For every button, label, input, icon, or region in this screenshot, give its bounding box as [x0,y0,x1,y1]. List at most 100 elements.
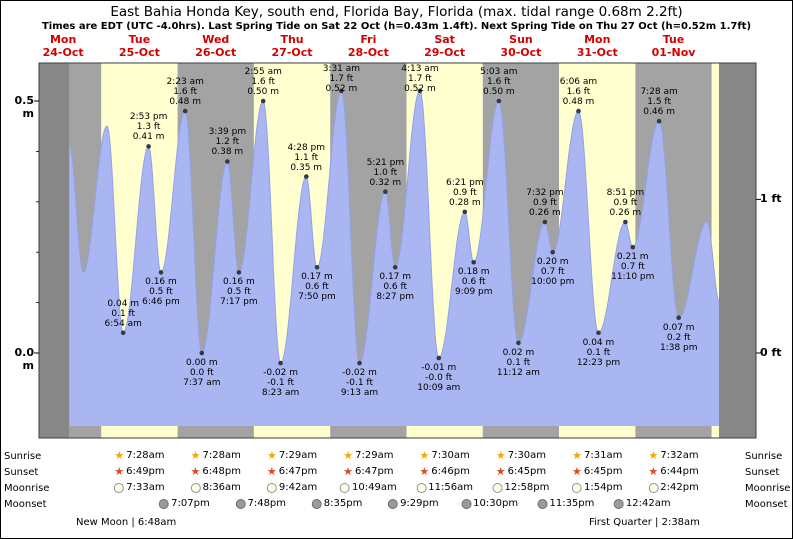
tide-extreme-dot [676,315,681,321]
tide-extreme-dot [339,88,344,94]
sunset-star-icon: ★ [114,465,125,478]
sunrise-star-icon: ★ [190,449,201,462]
moonrise-time: 10:49am [352,482,397,493]
sunrise-time: 7:31am [584,450,623,461]
moonset-circle-icon [537,498,548,509]
moonset-entry: 11:35pm [537,498,594,509]
tide-extreme-dot [656,118,662,124]
sunrise-entry: ★ 7:29am [343,450,393,461]
sunrise-entry: ★ 7:30am [496,450,546,461]
sunrise-star-icon: ★ [266,449,277,462]
sunset-entry: ★ 6:47pm [267,466,317,477]
moonrise-circle-icon [648,482,659,493]
sunrise-star-icon: ★ [648,449,659,462]
sunrise-star-icon: ★ [572,449,583,462]
tide-annotation-high: 8:51 pm 0.9 ft 0.26 m [606,187,645,218]
moonset-time: 7:07pm [171,498,210,509]
moonset-circle-icon [388,498,399,509]
sunrise-star-icon: ★ [343,449,354,462]
tide-annotation-high: 3:31 am 1.7 ft 0.52 m [322,64,361,94]
sunrise-time: 7:29am [278,450,318,461]
tide-extreme-dot [182,108,188,114]
day-label-31-Oct: Mon 31-Oct [576,33,618,59]
sunrise-star-icon: ★ [495,449,506,462]
chart-subtitle: Times are EDT (UTC -4.0hrs). Last Spring… [41,21,752,32]
astro-row-label-left-sunrise: Sunrise [4,451,42,462]
tide-annotation-low: 0.20 m 0.7 ft 10:00 pm [531,257,575,288]
sunset-time: 6:44pm [660,466,699,477]
astro-row-label-left-moonset: Moonset [4,499,47,510]
tide-annotation-low: 0.16 m 0.5 ft 6:46 pm [142,277,180,308]
tide-extreme-dot [158,270,164,275]
tide-annotation-low: 0.17 m 0.6 ft 8:27 pm [376,272,414,303]
sunrise-time: 7:30am [507,450,547,461]
moonrise-entry: 7:33am [114,482,165,493]
moonset-entry: 10:30pm [461,498,518,509]
moonrise-entry: 2:42pm [648,482,699,493]
tide-annotation-low: 0.16 m 0.5 ft 7:17 pm [220,277,258,308]
sunset-time: 6:48pm [202,466,241,477]
day-label-24-Oct: Mon 24-Oct [42,33,84,59]
moonset-circle-icon [235,498,246,509]
sunset-entry: ★ 6:48pm [191,466,241,477]
sunset-time: 6:47pm [278,466,318,477]
new-moon-label: New Moon | 6:48am [76,517,177,528]
moonset-time: 8:35pm [323,498,363,509]
moonrise-time: 8:36am [202,482,241,493]
sunset-star-icon: ★ [266,465,277,478]
tide-annotation-high: 6:21 pm 0.9 ft 0.28 m [446,177,484,208]
moonrise-time: 2:42pm [660,482,699,493]
moonset-entry: 7:07pm [159,498,210,509]
chart-title: East Bahia Honda Key, south end, Florida… [110,4,683,20]
moonset-time: 9:29pm [400,498,439,509]
moonset-entry: 8:35pm [311,498,363,509]
sunrise-time: 7:28am [202,450,241,461]
moonrise-circle-icon [416,482,427,493]
moonrise-time: 1:54pm [583,482,623,493]
tide-annotation-high: 2:23 am 1.6 ft 0.48 m [166,77,204,108]
tide-annotation-high: 2:55 am 1.6 ft 0.50 m [244,67,282,97]
tide-extreme-dot [542,219,548,225]
tide-extreme-dot [576,108,581,114]
day-label-26-Oct: Wed 26-Oct [195,33,237,59]
tide-annotation-low: 0.21 m 0.7 ft 11:10 pm [611,252,655,283]
chart-frame [38,62,757,439]
tide-annotation-low: 0.04 m 0.1 ft 6:54 am [104,298,142,329]
sunset-entry: ★ 6:47pm [343,466,393,477]
astro-row-label-right-moonrise: Moonrise [745,483,791,494]
sunset-entry: ★ 6:45pm [496,466,546,477]
y-axis-label-left-1: 0.0 m [14,346,35,372]
tide-extreme-dot [550,249,555,255]
sunset-star-icon: ★ [190,465,201,478]
y-axis-label-right-0: 1 ft [760,192,782,206]
tide-extreme-dot [392,265,398,270]
tide-annotation-low: 0.00 m 0.0 ft 7:37 am [183,358,221,388]
moonrise-entry: 1:54pm [571,482,623,493]
sunrise-time: 7:32am [660,450,699,461]
moonrise-circle-icon [340,482,350,493]
tide-extreme-dot [120,330,126,336]
moonset-entry: 7:48pm [235,498,286,509]
y-axis-label-right-1: 0 ft [760,346,782,359]
sunset-time: 6:45pm [507,466,547,477]
tide-annotation-low: 0.07 m 0.2 ft 1:38 pm [659,322,698,353]
day-label-01-Nov: Tue 01-Nov [651,33,696,59]
sunrise-time: 7:28am [126,450,165,461]
moonrise-time: 11:56am [428,482,473,493]
sunset-star-icon: ★ [419,465,430,478]
moonset-circle-icon [461,498,472,509]
no-data-region-left [39,63,69,438]
moonrise-entry: 12:58pm [492,482,549,493]
moonrise-circle-icon [571,482,582,493]
moonrise-time: 9:42am [278,482,318,493]
tide-annotation-high: 7:28 am 1.5 ft 0.46 m [640,87,678,118]
moonrise-entry: 9:42am [266,482,318,493]
tide-area [69,90,720,427]
tide-annotation-low: 0.18 m 0.6 ft 9:09 pm [454,267,493,298]
astro-row-label-left-sunset: Sunset [4,467,39,478]
tide-extreme-dot [278,360,283,366]
day-label-30-Oct: Sun 30-Oct [500,33,542,59]
tide-annotation-low: 0.04 m 0.1 ft 12:23 pm [576,337,621,368]
